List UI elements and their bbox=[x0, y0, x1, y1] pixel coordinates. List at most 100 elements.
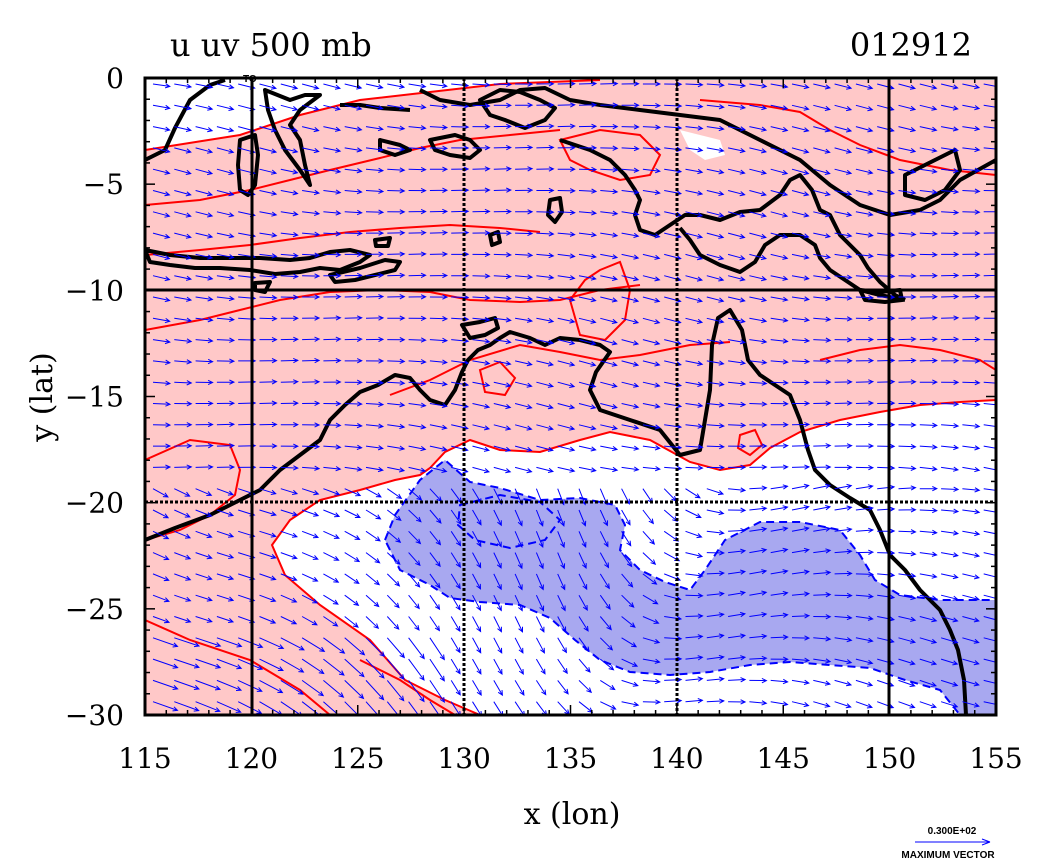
wind-vector bbox=[962, 530, 981, 537]
wind-vector bbox=[557, 253, 576, 259]
wind-vector bbox=[834, 592, 853, 599]
wind-vector bbox=[642, 573, 658, 585]
wind-vector bbox=[770, 569, 789, 575]
wind-vector bbox=[578, 509, 587, 527]
wind-vector bbox=[493, 466, 512, 474]
wind-vector bbox=[600, 424, 619, 431]
y-tick-label: −10 bbox=[65, 274, 124, 307]
wind-vector bbox=[216, 530, 235, 538]
y-tick-label: 0 bbox=[106, 62, 124, 95]
wind-vector bbox=[834, 126, 853, 133]
wind-vector bbox=[791, 400, 811, 407]
wind-vector bbox=[898, 616, 917, 622]
wind-vector bbox=[621, 594, 635, 608]
wind-vector bbox=[429, 337, 449, 343]
wind-vector bbox=[983, 273, 996, 277]
wind-vector bbox=[323, 357, 342, 364]
wind-vector bbox=[600, 744, 617, 749]
wind-vector bbox=[472, 381, 491, 388]
wind-vector bbox=[472, 295, 491, 301]
wind-vector bbox=[728, 590, 747, 596]
wind-vector bbox=[749, 612, 768, 618]
wind-vector bbox=[301, 594, 319, 604]
wind-vector bbox=[195, 658, 222, 669]
wind-vector bbox=[898, 443, 917, 450]
wind-vector bbox=[578, 573, 588, 591]
minor-ticks bbox=[144, 77, 997, 716]
wind-vector bbox=[813, 614, 832, 620]
wind-vector bbox=[621, 189, 640, 195]
wind-vector bbox=[259, 232, 278, 238]
wind-vector bbox=[557, 231, 576, 237]
wind-vector bbox=[536, 274, 555, 280]
wind-vector bbox=[749, 168, 768, 175]
wind-vector bbox=[344, 423, 363, 429]
wind-vector bbox=[685, 530, 703, 539]
wind-vector bbox=[280, 126, 299, 133]
vector-legend: 0.300E+02 MAXIMUM VECTOR bbox=[901, 826, 995, 861]
wind-vector bbox=[578, 360, 597, 367]
wind-vector bbox=[408, 658, 425, 681]
wind-vector bbox=[855, 294, 875, 301]
wind-vector bbox=[749, 677, 768, 684]
wind-vector bbox=[536, 296, 555, 302]
wind-vector bbox=[642, 124, 662, 130]
wind-vector bbox=[174, 530, 192, 539]
wind-vector bbox=[983, 573, 996, 580]
wind-vector bbox=[813, 723, 829, 729]
wind-vector bbox=[344, 488, 362, 497]
wind-vector bbox=[323, 509, 341, 518]
wind-vector bbox=[514, 466, 533, 474]
wind-vector bbox=[386, 509, 402, 522]
wind-vector bbox=[387, 723, 403, 743]
wind-vector bbox=[557, 296, 576, 302]
wind-vector bbox=[898, 294, 917, 300]
wind-vector bbox=[515, 317, 534, 323]
wind-vector bbox=[216, 147, 235, 154]
wind-vector bbox=[195, 443, 214, 449]
wind-vector bbox=[301, 637, 326, 653]
wind-vector bbox=[578, 552, 587, 570]
wind-vector bbox=[174, 701, 200, 712]
wind-vector bbox=[578, 253, 597, 259]
wind-vector bbox=[983, 616, 996, 623]
wind-vector bbox=[898, 400, 917, 407]
wind-vector bbox=[365, 380, 385, 386]
wind-vector bbox=[280, 422, 299, 428]
wind-vector bbox=[514, 573, 523, 591]
wind-vector bbox=[493, 637, 503, 654]
wind-vector bbox=[728, 507, 747, 513]
positive-u-region bbox=[145, 80, 996, 715]
grid-lines bbox=[145, 78, 996, 715]
wind-vector bbox=[727, 253, 746, 261]
wind-vector bbox=[536, 339, 555, 345]
wind-vector bbox=[259, 336, 278, 343]
wind-vector bbox=[855, 336, 875, 343]
wind-vector bbox=[706, 464, 725, 471]
wind-vector bbox=[855, 637, 874, 643]
wind-vector bbox=[813, 379, 832, 385]
wind-vector bbox=[302, 315, 321, 321]
wind-vector bbox=[770, 126, 789, 133]
wind-vector bbox=[557, 360, 576, 367]
wind-vector bbox=[855, 443, 875, 449]
wind-vector bbox=[621, 445, 640, 451]
wind-vector bbox=[834, 211, 853, 217]
wind-vector bbox=[216, 552, 235, 559]
wind-vector bbox=[706, 381, 725, 387]
wind-vector bbox=[877, 190, 896, 196]
wind-vector bbox=[323, 336, 342, 342]
wind-vector bbox=[749, 401, 768, 407]
wind-vector bbox=[728, 487, 747, 493]
wind-vector bbox=[174, 488, 191, 497]
wind-vector bbox=[174, 253, 192, 260]
wind-vector bbox=[855, 484, 874, 490]
wind-vector bbox=[174, 380, 193, 386]
wind-vector bbox=[472, 230, 491, 236]
wind-vector bbox=[898, 529, 917, 535]
wind-vector bbox=[280, 83, 299, 90]
wind-vector bbox=[408, 146, 427, 152]
wind-vector bbox=[706, 339, 725, 345]
wind-vector bbox=[174, 296, 193, 302]
wind-vector bbox=[728, 464, 747, 470]
